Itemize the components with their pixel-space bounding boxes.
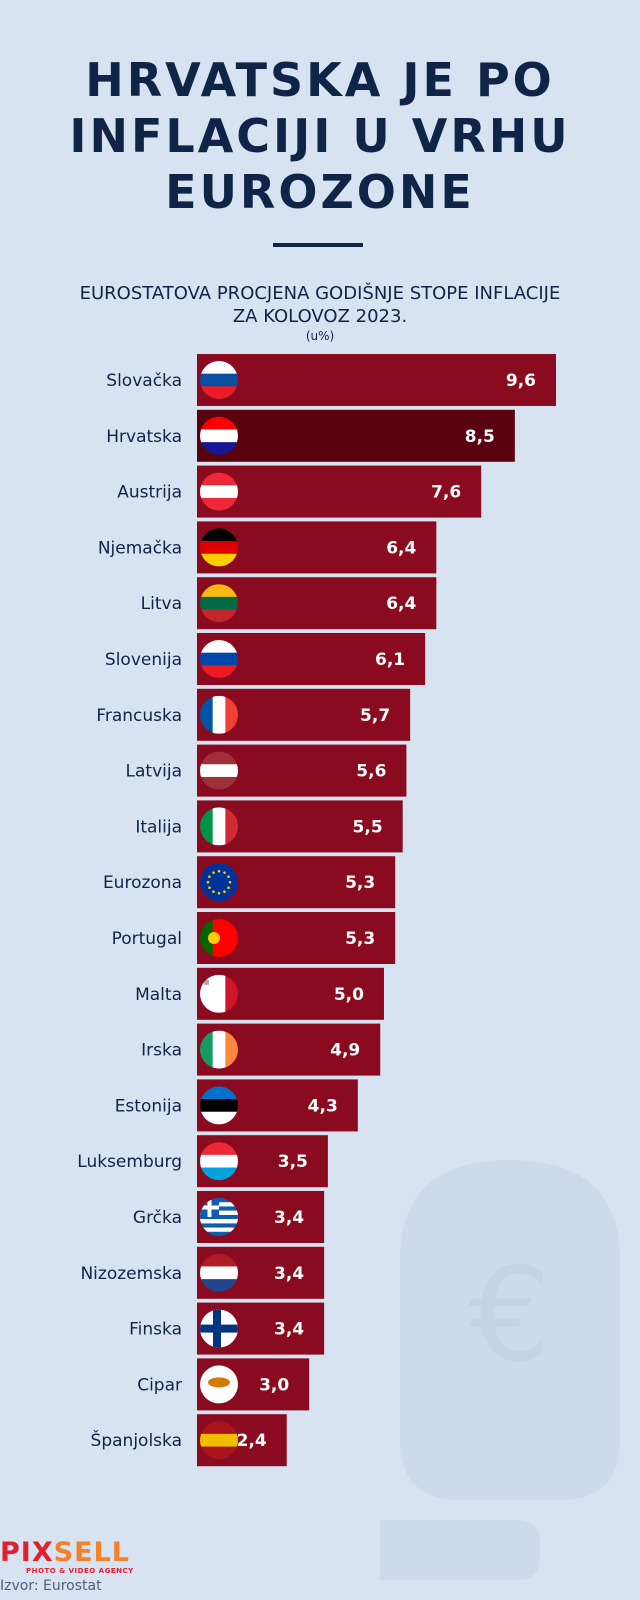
flag-spain-icon xyxy=(200,1421,238,1460)
bar xyxy=(197,354,556,406)
value-label: 6,4 xyxy=(386,538,416,558)
bar-row: Italija 5,5 xyxy=(135,800,403,853)
bar-row: Latvija 5,6 xyxy=(126,744,407,797)
value-label: 6,1 xyxy=(375,650,405,670)
category-label: Francuska xyxy=(96,706,182,726)
flag-croatia-icon xyxy=(200,416,238,455)
flag-greece-icon xyxy=(200,1198,238,1236)
category-label: Austrija xyxy=(117,483,182,503)
pixsell-logo: PIXSELL PHOTO & VIDEO AGENCY xyxy=(0,1537,134,1576)
flag-germany-icon xyxy=(200,528,238,567)
value-label: 5,0 xyxy=(334,985,364,1005)
svg-text:€: € xyxy=(469,1239,552,1391)
flag-cyprus-icon xyxy=(200,1365,238,1404)
flag-italy-icon xyxy=(200,807,238,846)
category-label: Luksemburg xyxy=(77,1152,182,1172)
category-label: Irska xyxy=(141,1041,182,1061)
value-label: 3,4 xyxy=(274,1264,304,1284)
flag-luxembourg-icon xyxy=(200,1142,238,1181)
unit-label: (u%) xyxy=(305,329,335,343)
bar-row: Nizozemska 3,4 xyxy=(80,1246,325,1299)
chart-subtitle: EUROSTATOVA PROCJENA GODIŠNJE STOPE INFL… xyxy=(79,283,561,327)
category-label: Portugal xyxy=(112,929,182,949)
flag-malta-icon xyxy=(200,974,238,1013)
category-label: Italija xyxy=(135,817,182,837)
logo-text: PIX xyxy=(0,1537,54,1568)
bar xyxy=(197,465,482,518)
bar-row: Cipar 3,0 xyxy=(137,1358,310,1411)
title-line: INFLACIJI U VRHU xyxy=(69,109,571,163)
category-label: Finska xyxy=(129,1320,182,1340)
flag-portugal-icon xyxy=(200,919,238,957)
bar-row: Hrvatska 8,5 xyxy=(106,409,515,462)
bar-row: Slovenija 6,1 xyxy=(105,633,426,685)
value-label: 3,4 xyxy=(274,1208,304,1228)
logo-text: SELL xyxy=(53,1537,130,1568)
value-label: 4,3 xyxy=(308,1096,338,1116)
bar-row: Francuska 5,7 xyxy=(96,688,411,741)
value-label: 5,3 xyxy=(345,873,375,893)
category-label: Slovenija xyxy=(105,650,182,670)
category-label: Eurozona xyxy=(103,873,182,893)
flag-latvia-icon xyxy=(200,751,238,790)
bar-row: Portugal 5,3 xyxy=(112,912,396,964)
category-label: Litva xyxy=(141,594,182,614)
category-label: Grčka xyxy=(133,1208,182,1228)
value-label: 5,6 xyxy=(356,762,386,782)
bar-row: Finska 3,4 xyxy=(129,1302,325,1355)
value-label: 5,5 xyxy=(353,817,383,837)
bar-row: Litva 6,4 xyxy=(141,577,437,630)
flag-austria-icon xyxy=(200,472,238,511)
value-label: 3,4 xyxy=(274,1320,304,1340)
category-label: Hrvatska xyxy=(106,427,182,447)
flag-finland-icon xyxy=(200,1309,238,1348)
flag-eu-icon xyxy=(200,863,238,902)
bar-row: Malta 5,0 xyxy=(135,967,384,1020)
bar-row: Estonija 4,3 xyxy=(115,1079,358,1132)
value-label: 4,9 xyxy=(330,1041,360,1061)
category-label: Malta xyxy=(135,985,182,1005)
bar-row: Španjolska 2,4 xyxy=(91,1414,287,1467)
title-line: EUROZONE xyxy=(165,165,475,219)
bar-row: Njemačka 6,4 xyxy=(98,521,437,574)
page-title: HRVATSKA JE PO INFLACIJI U VRHU EUROZONE xyxy=(0,52,640,220)
bar-row: Slovačka 9,6 xyxy=(106,354,556,406)
value-label: 3,5 xyxy=(278,1152,308,1172)
flag-slovakia-icon xyxy=(200,361,238,399)
value-label: 3,0 xyxy=(259,1375,289,1395)
euro-piggy-decoration-icon: € xyxy=(380,1160,620,1580)
category-label: Španjolska xyxy=(91,1429,182,1451)
value-label: 9,6 xyxy=(506,371,536,391)
bar-row: Luksemburg 3,5 xyxy=(77,1135,328,1188)
bar-row: Eurozona 5,3 xyxy=(103,856,396,909)
bar-row: Irska 4,9 xyxy=(141,1023,381,1076)
value-label: 6,4 xyxy=(386,594,416,614)
category-label: Cipar xyxy=(137,1375,182,1395)
logo-tagline: PHOTO & VIDEO AGENCY xyxy=(26,1567,134,1575)
value-label: 5,3 xyxy=(345,929,375,949)
bar xyxy=(197,409,515,462)
value-label: 5,7 xyxy=(360,706,390,726)
bar-row: Grčka 3,4 xyxy=(133,1191,325,1243)
value-label: 7,6 xyxy=(431,483,461,503)
category-label: Slovačka xyxy=(106,371,182,391)
flag-estonia-icon xyxy=(200,1086,238,1125)
category-label: Estonija xyxy=(115,1096,182,1116)
flag-netherlands-icon xyxy=(200,1253,238,1292)
category-label: Nizozemska xyxy=(80,1264,182,1284)
flag-france-icon xyxy=(200,695,238,734)
value-label: 8,5 xyxy=(465,427,495,447)
value-label: 2,4 xyxy=(237,1431,267,1451)
bar-row: Austrija 7,6 xyxy=(117,465,482,518)
title-divider xyxy=(273,243,363,247)
title-line: HRVATSKA JE PO xyxy=(85,53,555,107)
flag-slovenia-icon xyxy=(200,640,238,678)
category-label: Njemačka xyxy=(98,538,182,558)
flag-lithuania-icon xyxy=(200,584,238,623)
category-label: Latvija xyxy=(126,762,182,782)
source-note: Izvor: Eurostat xyxy=(0,1578,102,1594)
flag-ireland-icon xyxy=(200,1030,238,1069)
